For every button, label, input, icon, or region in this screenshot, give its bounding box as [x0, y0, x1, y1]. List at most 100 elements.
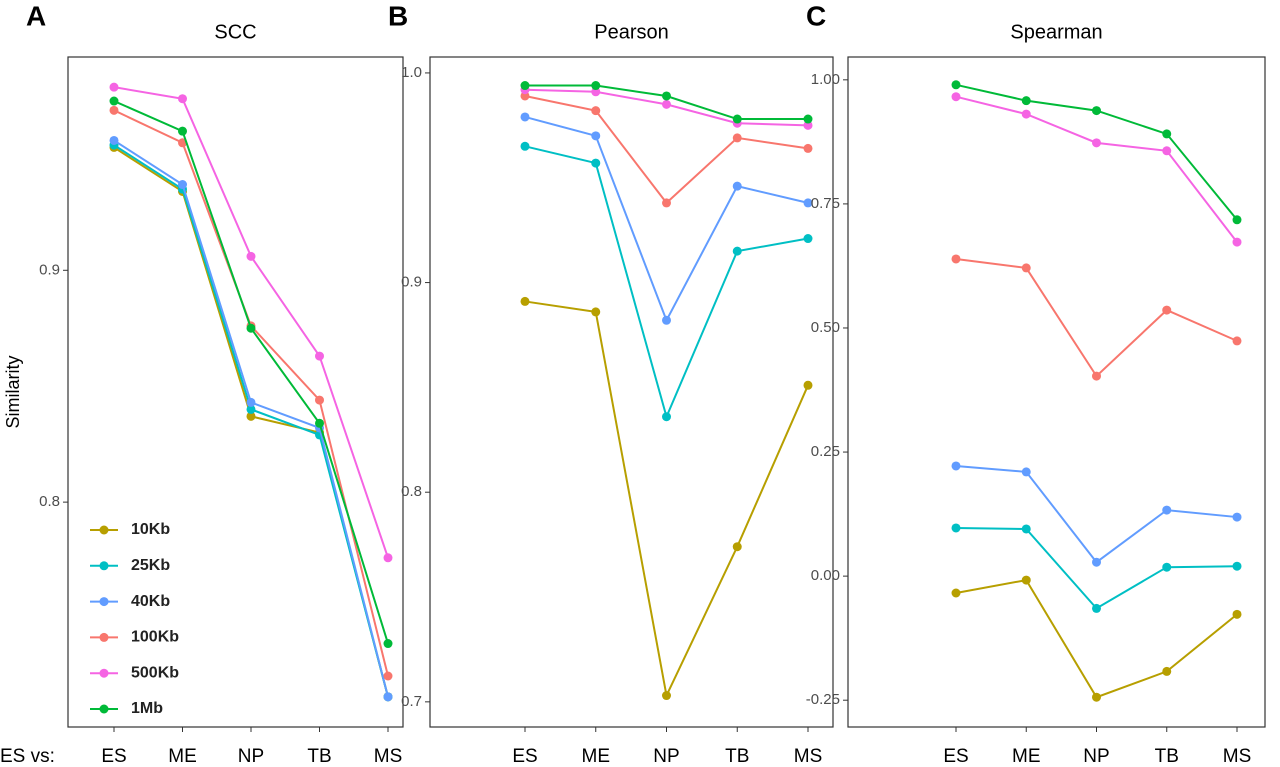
x-prefix: ES vs: [0, 746, 55, 767]
point [246, 404, 256, 414]
legend-swatch-point [99, 632, 109, 642]
series-line [955, 83, 1238, 221]
x-tick-label: ME [1012, 746, 1041, 767]
point [1021, 524, 1031, 534]
point [662, 412, 671, 422]
point [246, 251, 256, 261]
point [662, 91, 671, 101]
legend-label: 25Kb [131, 557, 170, 574]
x-tick-label: ES [943, 746, 968, 767]
point [803, 120, 813, 130]
legend-swatch-point [99, 525, 109, 535]
legend-label: 100Kb [131, 629, 179, 646]
point [178, 126, 187, 136]
y-tick-label: 1.0 [401, 64, 422, 81]
point [1232, 336, 1242, 346]
point [383, 639, 393, 649]
y-tick-label: 0.8 [401, 483, 422, 500]
series-line [113, 109, 389, 677]
point [591, 87, 601, 97]
x-tick-label: MS [1223, 746, 1252, 767]
series-line [955, 464, 1238, 564]
point [803, 114, 813, 124]
point [732, 133, 742, 143]
x-tick-label: ME [168, 746, 197, 767]
point [246, 411, 256, 421]
point [591, 131, 601, 141]
x-tick-label: NP [1083, 746, 1109, 767]
point [951, 92, 961, 102]
y-tick-label: 0.00 [811, 567, 840, 584]
point [591, 106, 601, 116]
series-line [524, 115, 809, 323]
point [1092, 603, 1101, 613]
point [178, 94, 187, 104]
point [383, 671, 393, 681]
legend-swatch-point [99, 561, 109, 571]
point [1232, 237, 1242, 247]
point [662, 315, 671, 325]
point [662, 198, 671, 208]
y-tick-label: -0.25 [806, 691, 840, 708]
point [1162, 129, 1172, 139]
x-tick-label: NP [238, 746, 264, 767]
point [383, 553, 393, 563]
point [109, 135, 119, 145]
point [662, 691, 671, 701]
point [520, 91, 530, 101]
y-tick-label: 0.50 [811, 319, 840, 336]
point [1092, 371, 1101, 381]
series-line [955, 578, 1238, 699]
panel-label: C [806, 0, 826, 31]
point [591, 158, 601, 168]
y-tick-label: 0.8 [39, 493, 60, 510]
point [1021, 467, 1031, 477]
point [951, 254, 961, 264]
point [1162, 146, 1172, 156]
point [803, 380, 813, 390]
point [1021, 263, 1031, 273]
point [520, 81, 530, 91]
point [732, 246, 742, 256]
point [520, 296, 530, 306]
point [315, 395, 324, 405]
point [732, 114, 742, 124]
point [591, 307, 601, 317]
legend-label: 10Kb [131, 521, 170, 538]
point [951, 523, 961, 533]
point [732, 181, 742, 191]
legend-swatch-point [99, 668, 109, 678]
x-tick-label: TB [307, 746, 331, 767]
point [951, 461, 961, 471]
series-line [524, 145, 809, 420]
point [1232, 609, 1242, 619]
y-tick-label: 0.75 [811, 195, 840, 212]
series-line [955, 258, 1238, 378]
x-tick-label: MS [374, 746, 403, 767]
y-axis-label: Similarity [3, 355, 23, 428]
point [1092, 106, 1101, 116]
point [1232, 512, 1242, 522]
point [951, 588, 961, 598]
point [803, 198, 813, 208]
point [803, 234, 813, 244]
legend-label: 40Kb [131, 593, 170, 610]
legend-label: 1Mb [131, 700, 163, 717]
y-tick-label: 0.9 [401, 274, 422, 291]
point [1162, 505, 1172, 515]
chart-title: Spearman [1010, 21, 1102, 43]
x-tick-label: ES [512, 746, 537, 767]
series-line [113, 144, 389, 698]
point [109, 105, 119, 115]
plot-border [429, 56, 834, 728]
series-line [113, 146, 389, 698]
panel-label: A [26, 0, 46, 31]
point [246, 397, 256, 407]
x-tick-label: ME [582, 746, 611, 767]
panel-label: B [388, 0, 408, 31]
point [1021, 96, 1031, 106]
x-tick-label: ES [101, 746, 126, 767]
point [1092, 557, 1101, 567]
point [951, 80, 961, 90]
